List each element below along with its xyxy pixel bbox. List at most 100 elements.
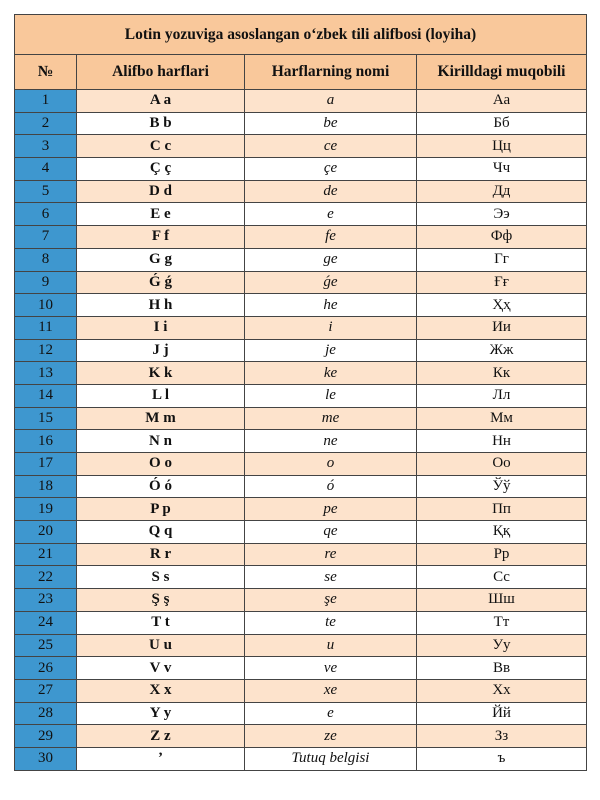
cyrillic-equivalent: Йй — [416, 701, 587, 726]
latin-letter: M m — [76, 406, 245, 431]
table-row: 22 S s se Сс — [14, 565, 587, 590]
cyrillic-equivalent: Нн — [416, 429, 587, 453]
row-number: 10 — [14, 293, 77, 317]
cyrillic-equivalent: Ўў — [416, 474, 587, 499]
row-number: 29 — [14, 724, 77, 748]
letter-name: de — [244, 179, 417, 204]
latin-letter: Q q — [76, 520, 245, 544]
latin-letter: I i — [76, 315, 245, 340]
row-number: 17 — [14, 452, 77, 476]
latin-letter: N n — [76, 429, 245, 453]
row-number: 26 — [14, 656, 77, 680]
latin-letter: O o — [76, 452, 245, 476]
latin-letter: Z z — [76, 724, 245, 748]
latin-letter: J j — [76, 338, 245, 363]
letter-name: e — [244, 701, 417, 726]
letter-name: xe — [244, 678, 417, 703]
letter-name: me — [244, 406, 417, 431]
letter-name: fe — [244, 225, 417, 249]
table-row: 27 X x xe Хх — [14, 678, 587, 703]
alphabet-table: Lotin yozuviga asoslangan o‘zbek tili al… — [14, 14, 587, 771]
row-number: 15 — [14, 406, 77, 431]
cyrillic-equivalent: Гг — [416, 247, 587, 272]
cyrillic-equivalent: Зз — [416, 724, 587, 748]
row-number: 18 — [14, 474, 77, 499]
latin-letter: E e — [76, 202, 245, 227]
header-names: Harflarning nomi — [244, 54, 417, 90]
letter-name: ó — [244, 474, 417, 499]
latin-letter: B b — [76, 111, 245, 136]
letter-name: o — [244, 452, 417, 476]
letter-name: se — [244, 565, 417, 590]
latin-letter: S s — [76, 565, 245, 590]
cyrillic-equivalent: Цц — [416, 134, 587, 159]
latin-letter: D d — [76, 179, 245, 204]
row-number: 24 — [14, 610, 77, 635]
cyrillic-equivalent: Чч — [416, 157, 587, 181]
row-number: 16 — [14, 429, 77, 453]
table-row: 18 Ó ó ó Ўў — [14, 474, 587, 499]
cyrillic-equivalent: Тт — [416, 610, 587, 635]
table-row: 20 Q q qe Ққ — [14, 520, 587, 544]
row-number: 11 — [14, 315, 77, 340]
letter-name: he — [244, 293, 417, 317]
row-number: 27 — [14, 678, 77, 703]
letter-name: ne — [244, 429, 417, 453]
latin-letter: ’ — [76, 746, 245, 771]
table-row: 26 V v ve Вв — [14, 656, 587, 680]
cyrillic-equivalent: Хх — [416, 678, 587, 703]
row-number: 7 — [14, 225, 77, 249]
cyrillic-equivalent: Ҳҳ — [416, 293, 587, 317]
cyrillic-equivalent: Рр — [416, 542, 587, 567]
table-row: 10 H h he Ҳҳ — [14, 293, 587, 317]
table-row: 12 J j je Жж — [14, 338, 587, 363]
latin-letter: C c — [76, 134, 245, 159]
latin-letter: Ç ç — [76, 157, 245, 181]
row-number: 25 — [14, 633, 77, 658]
cyrillic-equivalent: Пп — [416, 497, 587, 522]
letter-name: ve — [244, 656, 417, 680]
row-number: 30 — [14, 746, 77, 771]
letter-name: ǵe — [244, 270, 417, 295]
latin-letter: R r — [76, 542, 245, 567]
letter-name: pe — [244, 497, 417, 522]
cyrillic-equivalent: Лл — [416, 383, 587, 408]
table-row: 16 N n ne Нн — [14, 429, 587, 453]
cyrillic-equivalent: Оо — [416, 452, 587, 476]
cyrillic-equivalent: Кк — [416, 361, 587, 385]
letter-name: je — [244, 338, 417, 363]
row-number: 28 — [14, 701, 77, 726]
cyrillic-equivalent: Мм — [416, 406, 587, 431]
latin-letter: L l — [76, 383, 245, 408]
cyrillic-equivalent: Ққ — [416, 520, 587, 544]
letter-name: be — [244, 111, 417, 136]
table-row: 19 P p pe Пп — [14, 497, 587, 522]
latin-letter: Ş ş — [76, 588, 245, 612]
table-row: 21 R r re Рр — [14, 542, 587, 567]
row-number: 19 — [14, 497, 77, 522]
latin-letter: X x — [76, 678, 245, 703]
letter-name: e — [244, 202, 417, 227]
letter-name: i — [244, 315, 417, 340]
table-row: 24 T t te Тт — [14, 610, 587, 635]
cyrillic-equivalent: ъ — [416, 746, 587, 771]
letter-name: re — [244, 542, 417, 567]
row-number: 22 — [14, 565, 77, 590]
latin-letter: K k — [76, 361, 245, 385]
letter-name: ke — [244, 361, 417, 385]
header-number: № — [14, 54, 77, 90]
letter-name: ce — [244, 134, 417, 159]
letter-name: ge — [244, 247, 417, 272]
latin-letter: Ǵ ǵ — [76, 270, 245, 295]
table-row: 13 K k ke Кк — [14, 361, 587, 385]
table-row: 23 Ş ş şe Шш — [14, 588, 587, 612]
row-number: 14 — [14, 383, 77, 408]
cyrillic-equivalent: Вв — [416, 656, 587, 680]
cyrillic-equivalent: Уу — [416, 633, 587, 658]
